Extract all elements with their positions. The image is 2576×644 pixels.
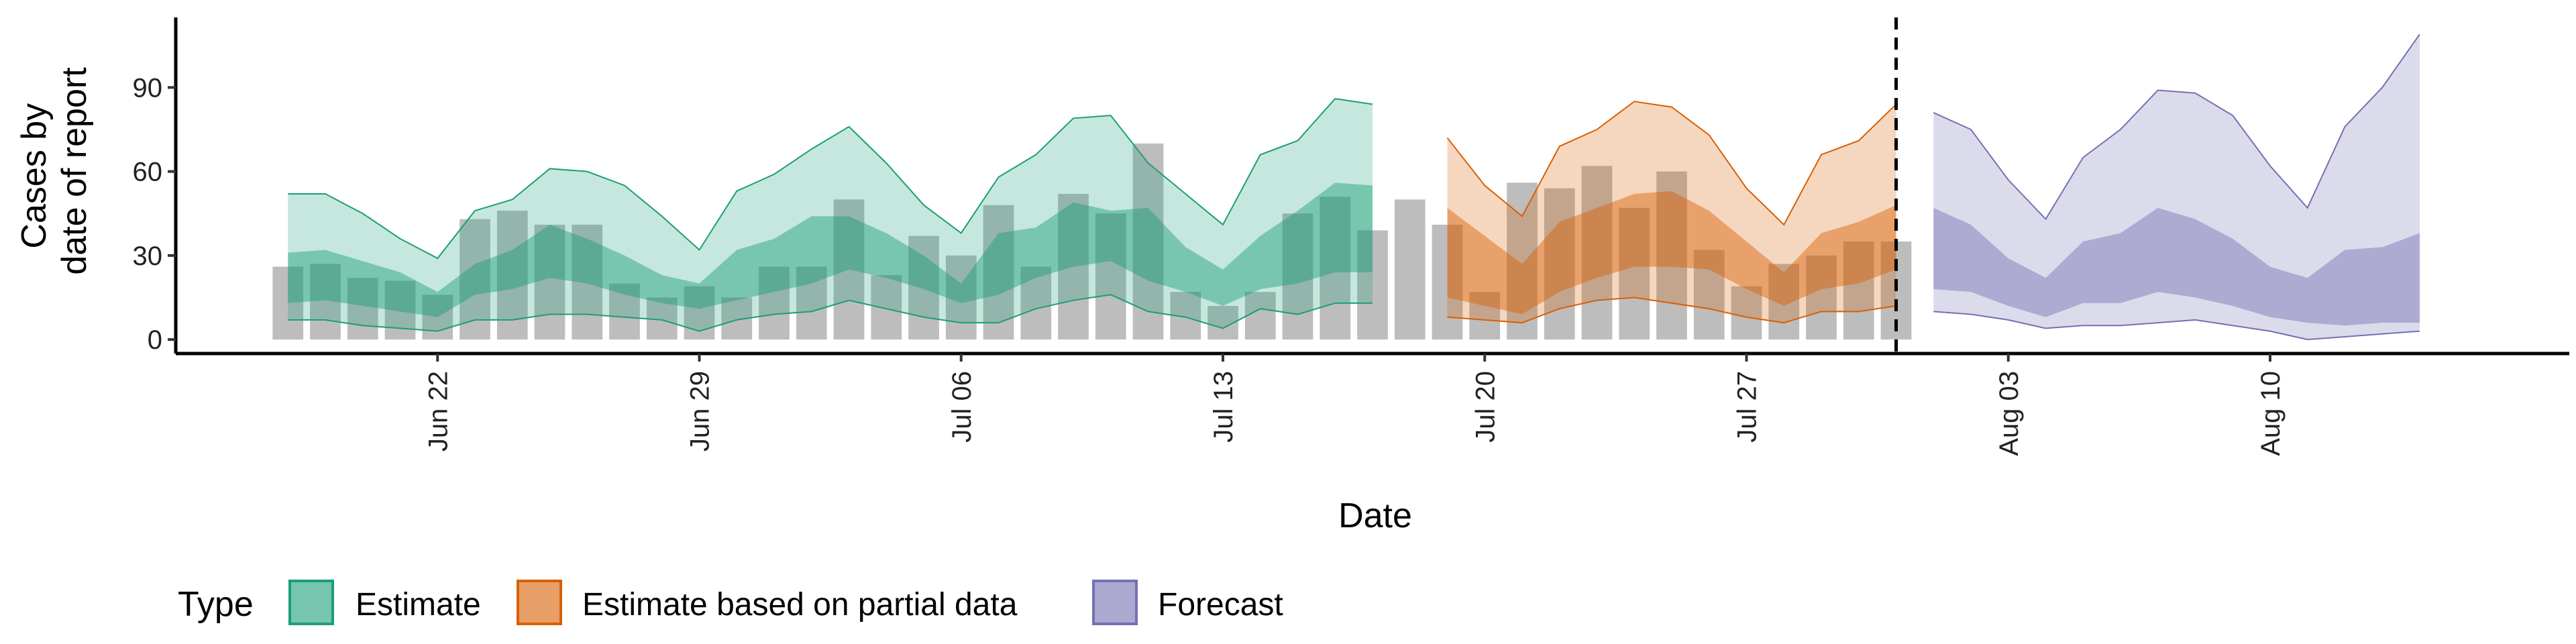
reported-cases-bar bbox=[1581, 166, 1613, 340]
y-tick-label: 0 bbox=[148, 325, 162, 355]
y-axis-title-line-2: date of report bbox=[55, 67, 94, 275]
reported-cases-bar bbox=[1693, 250, 1725, 340]
partial-estimate-ribbon bbox=[1446, 101, 1897, 324]
legend-swatch-partial-estimate bbox=[517, 580, 562, 625]
x-tick-label: Jul 27 bbox=[1733, 371, 1762, 443]
x-tick-label: Jul 06 bbox=[947, 371, 977, 443]
x-axis-title: Date bbox=[1338, 496, 1412, 535]
estimate-50-interval bbox=[288, 182, 1373, 317]
forecast-ribbon bbox=[1933, 34, 2420, 341]
reported-cases-bar bbox=[759, 266, 790, 340]
reported-cases-bar bbox=[1843, 241, 1874, 340]
estimate-ribbon bbox=[288, 98, 1373, 332]
x-tick-label: Jun 29 bbox=[686, 371, 715, 451]
estimate-lower-line bbox=[288, 294, 1373, 332]
x-tick-label: Jul 20 bbox=[1470, 371, 1500, 443]
reported-cases-bar bbox=[422, 294, 453, 340]
reported-cases-bar bbox=[347, 278, 378, 340]
reported-cases-bar bbox=[908, 235, 939, 340]
y-axis: 0 30 60 90 Cases by date of report bbox=[15, 17, 178, 355]
reported-cases-bar bbox=[796, 266, 827, 340]
x-tick-label: Aug 03 bbox=[1994, 371, 2024, 456]
reported-cases-bar bbox=[871, 275, 902, 340]
reported-cases-bars bbox=[272, 143, 1912, 340]
reported-cases-bar bbox=[1320, 197, 1351, 340]
forecast-lower-line bbox=[1933, 311, 2420, 341]
reported-cases-bar bbox=[609, 283, 640, 340]
legend: Type Estimate Estimate based on partial … bbox=[178, 580, 1283, 625]
reported-cases-bar bbox=[1432, 224, 1463, 340]
reported-cases-bar bbox=[534, 224, 566, 340]
estimate-ribbons bbox=[288, 34, 2420, 341]
reported-cases-bar bbox=[1095, 213, 1126, 340]
estimate-90-interval bbox=[288, 99, 1373, 331]
reported-cases-bar bbox=[1282, 213, 1313, 340]
reported-cases-bar bbox=[1244, 292, 1276, 340]
reported-cases-bar bbox=[272, 266, 304, 340]
reported-cases-bar bbox=[1656, 171, 1687, 340]
forecast-upper-line bbox=[1933, 34, 2420, 221]
reported-cases-bar bbox=[1058, 194, 1089, 340]
forecast-90-interval bbox=[1933, 34, 2420, 340]
legend-label-forecast: Forecast bbox=[1158, 587, 1283, 623]
forecast-50-interval bbox=[1933, 207, 2420, 326]
legend-swatch-forecast bbox=[1092, 580, 1138, 625]
reported-cases-bar bbox=[945, 255, 977, 340]
reported-cases-bar bbox=[1768, 264, 1800, 340]
partial-estimate-50-interval bbox=[1447, 191, 1896, 315]
partial-estimate-upper-line bbox=[1446, 101, 1897, 226]
reported-cases-bar bbox=[310, 264, 341, 340]
reported-cases-bar bbox=[983, 205, 1014, 340]
x-ticks: Jun 22 Jun 29 Jul 06 Jul 13 Jul 20 Jul 27 Aug … bbox=[423, 354, 2286, 456]
reported-cases-bar bbox=[1806, 255, 1837, 340]
legend-swatch-estimate bbox=[288, 580, 334, 625]
reported-cases-bar bbox=[1544, 188, 1575, 340]
x-axis: Jun 22 Jun 29 Jul 06 Jul 13 Jul 20 Jul 27 Aug … bbox=[176, 352, 2569, 535]
x-tick-label: Jun 22 bbox=[423, 371, 453, 451]
plot-area bbox=[272, 17, 2420, 354]
partial-estimate-90-interval bbox=[1447, 101, 1896, 323]
estimate-upper-line bbox=[288, 98, 1373, 260]
legend-label-estimate: Estimate bbox=[356, 587, 481, 623]
y-tick-label: 30 bbox=[133, 241, 163, 271]
reported-cases-bar bbox=[1731, 286, 1762, 340]
reported-cases-bar bbox=[1469, 292, 1501, 340]
reported-cases-bar bbox=[1020, 266, 1052, 340]
x-tick-label: Aug 10 bbox=[2256, 371, 2286, 456]
legend-label-partial-estimate: Estimate based on partial data bbox=[582, 587, 1018, 623]
reported-cases-bar bbox=[1619, 207, 1650, 340]
y-tick-label: 60 bbox=[133, 158, 163, 187]
reported-cases-bar bbox=[833, 199, 865, 340]
legend-title: Type bbox=[178, 585, 254, 624]
partial-estimate-lower-line bbox=[1447, 297, 1896, 324]
y-tick-label: 90 bbox=[133, 73, 163, 103]
reported-cases-bar bbox=[1507, 182, 1538, 340]
y-ticks: 0 30 60 90 bbox=[133, 73, 176, 355]
reported-cases-bar bbox=[572, 224, 603, 340]
x-tick-label: Jul 13 bbox=[1209, 371, 1238, 443]
y-axis-title: Cases by date of report bbox=[15, 67, 94, 275]
reported-cases-bar bbox=[1394, 199, 1426, 340]
y-axis-title-line-1: Cases by bbox=[15, 103, 54, 249]
reported-cases-bar bbox=[1357, 230, 1388, 340]
